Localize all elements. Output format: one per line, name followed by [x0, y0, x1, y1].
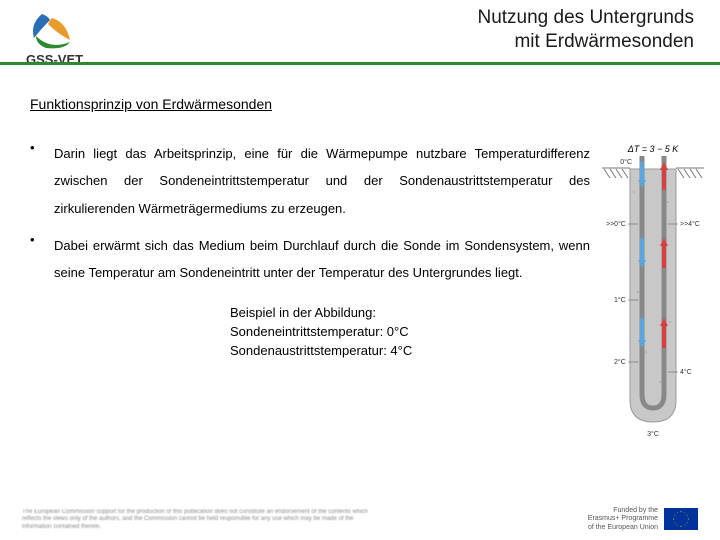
- example-line: Sondenaustrittstemperatur: 4°C: [230, 342, 590, 361]
- bullet-text: Dabei erwärmt sich das Medium beim Durch…: [54, 232, 590, 287]
- temp-label: 1°C: [614, 296, 626, 304]
- example-block: Beispiel in der Abbildung: Sondeneintrit…: [230, 304, 590, 361]
- temp-label: 3°C: [647, 430, 659, 438]
- probe-diagram: ΔT = 3 − 5 K: [602, 142, 704, 447]
- bullet-item: • Dabei erwärmt sich das Medium beim Dur…: [30, 232, 590, 287]
- title-line-1: Nutzung des Untergrunds: [477, 6, 694, 30]
- title-line-2: mit Erdwärmesonden: [477, 30, 694, 54]
- temp-label: 0°C: [620, 158, 632, 166]
- eu-flag-icon: [664, 508, 698, 530]
- gss-vet-logo: GSS-VET: [22, 10, 102, 70]
- disclaimer-text: The European Commission support for the …: [22, 509, 382, 532]
- funded-text: Funded by the Erasmus+ Programme of the …: [588, 507, 658, 532]
- funding-block: Funded by the Erasmus+ Programme of the …: [588, 507, 698, 532]
- slide-title: Nutzung des Untergrunds mit Erdwärmesond…: [477, 6, 694, 54]
- slide-footer: The European Commission support for the …: [22, 507, 698, 532]
- temp-label: 2°C: [614, 358, 626, 366]
- bullet-text: Darin liegt das Arbeitsprinzip, eine für…: [54, 140, 590, 222]
- formula-text: ΔT = 3 − 5 K: [627, 144, 680, 154]
- bullet-item: • Darin liegt das Arbeitsprinzip, eine f…: [30, 140, 590, 222]
- content-area: Funktionsprinzip von Erdwärmesonden • Da…: [30, 96, 590, 361]
- borehole-fill: [630, 169, 676, 422]
- header-divider: [0, 62, 720, 65]
- slide-header: GSS-VET Nutzung des Untergrunds mit Erdw…: [0, 0, 720, 78]
- temp-label: 4°C: [680, 368, 692, 376]
- section-subtitle: Funktionsprinzip von Erdwärmesonden: [30, 96, 590, 112]
- temp-label: >>4°C: [680, 220, 700, 228]
- example-line: Beispiel in der Abbildung:: [230, 304, 590, 323]
- bullet-marker: •: [30, 140, 54, 222]
- bullet-marker: •: [30, 232, 54, 287]
- temp-label: >>0°C: [606, 220, 626, 228]
- example-line: Sondeneintrittstemperatur: 0°C: [230, 323, 590, 342]
